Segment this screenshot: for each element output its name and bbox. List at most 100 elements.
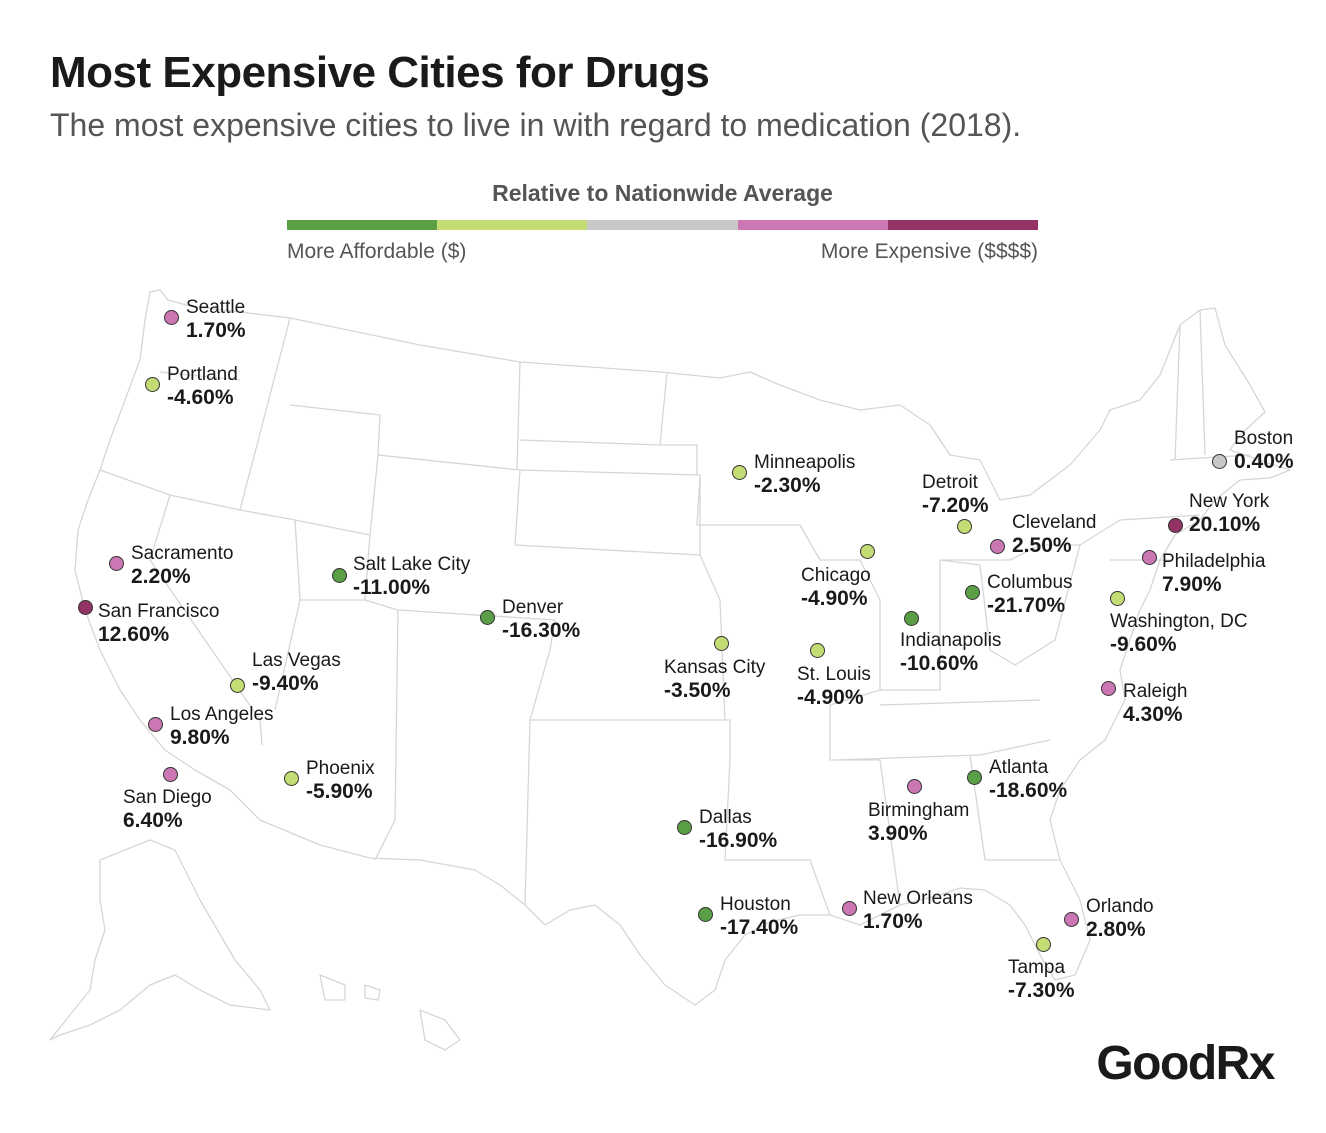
city-dot-san-francisco <box>78 600 93 615</box>
city-value: 9.80% <box>170 725 230 749</box>
city-label-washington-dc: Washington, DC -9.60% <box>1110 611 1248 657</box>
city-label-columbus: Columbus -21.70% <box>987 572 1073 618</box>
legend-segment-1 <box>287 220 438 230</box>
city-dot-kansas-city <box>714 636 729 651</box>
city-value: -16.90% <box>699 828 778 852</box>
city-name: New York <box>1189 491 1270 512</box>
city-name: Columbus <box>987 572 1073 593</box>
city-name: Tampa <box>1008 957 1066 978</box>
city-label-phoenix: Phoenix -5.90% <box>306 758 375 804</box>
city-value: 1.70% <box>863 909 923 933</box>
city-dot-atlanta <box>967 770 982 785</box>
city-label-tampa: Tampa -7.30% <box>1008 957 1075 1003</box>
city-label-sacramento: Sacramento 2.20% <box>131 543 233 589</box>
city-name: Atlanta <box>989 757 1049 778</box>
city-name: Las Vegas <box>252 650 341 671</box>
legend-color-scale <box>287 220 1039 230</box>
city-value: -4.90% <box>797 685 864 709</box>
city-name: Orlando <box>1086 896 1154 917</box>
hawaii-island-1 <box>319 974 346 1001</box>
page-title: Most Expensive Cities for Drugs <box>50 48 710 97</box>
city-value: 1.70% <box>186 318 246 342</box>
city-label-new-york: New York 20.10% <box>1189 491 1269 537</box>
city-label-atlanta: Atlanta -18.60% <box>989 757 1067 803</box>
city-value: 12.60% <box>98 622 170 646</box>
city-dot-cleveland <box>990 539 1005 554</box>
city-label-houston: Houston -17.40% <box>720 894 798 940</box>
city-name: San Diego <box>123 787 212 808</box>
city-dot-new-york <box>1168 518 1183 533</box>
city-name: Birmingham <box>868 800 970 821</box>
city-label-boston: Boston 0.40% <box>1234 428 1294 474</box>
city-name: Salt Lake City <box>353 554 471 575</box>
city-dot-birmingham <box>907 779 922 794</box>
page-subtitle: The most expensive cities to live in wit… <box>50 107 1022 143</box>
city-label-dallas: Dallas -16.90% <box>699 807 777 853</box>
city-value: 0.40% <box>1234 449 1294 473</box>
city-dot-las-vegas <box>230 678 245 693</box>
city-label-st-louis: St. Louis -4.90% <box>797 664 871 710</box>
city-name: Washington, DC <box>1110 611 1248 632</box>
city-label-seattle: Seattle 1.70% <box>186 297 246 343</box>
legend-affordable-label: More Affordable ($) <box>287 240 467 263</box>
city-dot-houston <box>698 907 713 922</box>
city-label-new-orleans: New Orleans 1.70% <box>863 888 973 934</box>
city-dot-chicago <box>860 544 875 559</box>
city-value: 2.50% <box>1012 533 1072 557</box>
city-name: Detroit <box>922 472 978 493</box>
city-label-las-vegas: Las Vegas -9.40% <box>252 650 341 696</box>
legend-segment-4 <box>737 220 888 230</box>
city-name: Chicago <box>801 565 871 586</box>
city-value: -10.60% <box>900 651 979 675</box>
city-dot-boston <box>1212 454 1227 469</box>
city-name: Indianapolis <box>900 630 1002 651</box>
city-dot-sacramento <box>109 556 124 571</box>
city-label-portland: Portland -4.60% <box>167 364 238 410</box>
city-name: Denver <box>502 597 564 618</box>
city-name: Dallas <box>699 807 752 828</box>
city-value: 4.30% <box>1123 702 1183 726</box>
city-dot-philadelphia <box>1142 550 1157 565</box>
city-label-orlando: Orlando 2.80% <box>1086 896 1154 942</box>
city-name: Kansas City <box>664 657 766 678</box>
city-label-cleveland: Cleveland 2.50% <box>1012 512 1097 558</box>
city-label-san-francisco: San Francisco 12.60% <box>98 601 219 647</box>
city-name: Minneapolis <box>754 452 856 473</box>
alaska-outline <box>49 839 271 1041</box>
city-name: Portland <box>167 364 238 385</box>
goodrx-logo: GoodRx <box>1096 1037 1275 1090</box>
city-label-san-diego: San Diego 6.40% <box>123 787 212 833</box>
legend-title: Relative to Nationwide Average <box>492 180 833 206</box>
city-value: 20.10% <box>1189 512 1261 536</box>
city-label-minneapolis: Minneapolis -2.30% <box>754 452 855 498</box>
city-name: Houston <box>720 894 791 915</box>
legend-segment-5 <box>887 220 1039 230</box>
city-label-denver: Denver -16.30% <box>502 597 580 643</box>
city-label-los-angeles: Los Angeles 9.80% <box>170 704 274 750</box>
city-label-philadelphia: Philadelphia 7.90% <box>1162 551 1266 597</box>
city-value: -3.50% <box>664 678 731 702</box>
city-label-indianapolis: Indianapolis -10.60% <box>900 630 1001 676</box>
city-dot-minneapolis <box>732 465 747 480</box>
city-value: -17.40% <box>720 915 799 939</box>
city-dot-detroit <box>957 519 972 534</box>
city-value: -9.40% <box>252 671 319 695</box>
city-label-salt-lake-city: Salt Lake City -11.00% <box>353 554 470 600</box>
city-value: 2.80% <box>1086 917 1146 941</box>
city-dot-new-orleans <box>842 901 857 916</box>
city-dot-los-angeles <box>148 717 163 732</box>
legend-expensive-label: More Expensive ($$$$) <box>820 240 1038 263</box>
city-value: -4.90% <box>801 586 868 610</box>
city-name: Seattle <box>186 297 246 318</box>
city-dot-seattle <box>164 310 179 325</box>
city-dot-salt-lake-city <box>332 568 347 583</box>
hawaii-island-3 <box>419 1009 461 1051</box>
city-dot-san-diego <box>163 767 178 782</box>
city-value: -18.60% <box>989 778 1068 802</box>
city-label-kansas-city: Kansas City -3.50% <box>664 657 765 703</box>
city-value: -7.20% <box>922 493 989 517</box>
legend-segment-2 <box>437 220 588 230</box>
city-dot-portland <box>145 377 160 392</box>
city-name: San Francisco <box>98 601 220 622</box>
city-label-raleigh: Raleigh 4.30% <box>1123 681 1187 727</box>
